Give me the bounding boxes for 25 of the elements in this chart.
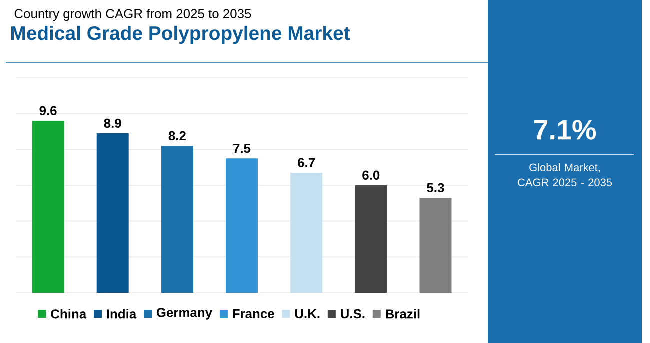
x-tick-label: U.S. — [341, 309, 365, 319]
x-tick-label: Brazil — [386, 309, 420, 319]
bar — [355, 186, 388, 293]
bar — [96, 134, 129, 293]
bar — [226, 158, 258, 293]
x-tick-label: U.K. — [295, 309, 320, 319]
chart-title: Medical Grade Polypropylene Market — [12, 26, 350, 44]
data-label: 5.3 — [427, 183, 444, 193]
x-tick-label: Germany — [156, 308, 212, 320]
data-label: 6.7 — [298, 158, 316, 168]
bar — [32, 120, 64, 293]
bar — [290, 172, 323, 293]
data-label: 7.5 — [234, 144, 251, 154]
data-label: 9.6 — [40, 106, 57, 116]
bar — [161, 146, 194, 293]
chart-subtitle: Country growth CAGR from 2025 to 2035 — [14, 8, 252, 22]
x-tick-label: China — [51, 309, 87, 319]
text: Global Market, CAGR 2025 - 2035 — [518, 164, 612, 186]
x-tick-label: France — [233, 309, 274, 319]
data-label: 6.0 — [362, 170, 380, 180]
data-label: 8.2 — [168, 131, 186, 141]
data-label: 8.9 — [104, 118, 122, 128]
text: 7.1% — [534, 120, 596, 140]
x-tick-label: India — [107, 309, 137, 319]
bar — [420, 198, 452, 293]
